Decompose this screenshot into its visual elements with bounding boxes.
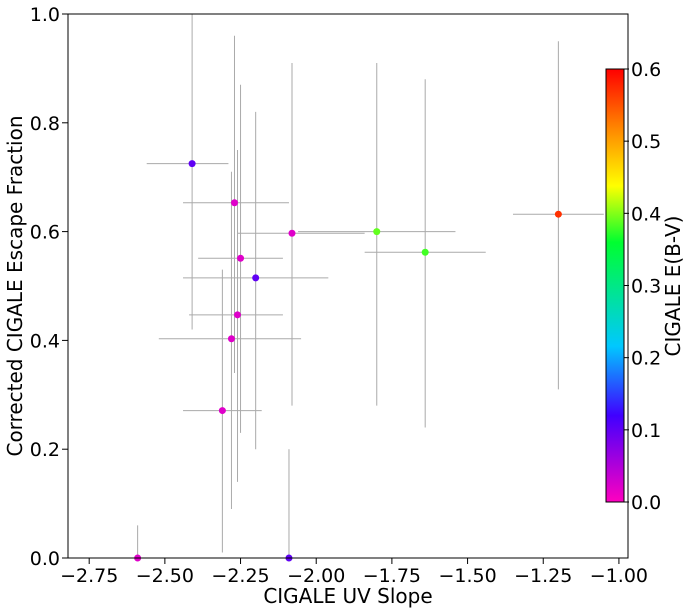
colorbar-tick-label: 0.1 — [631, 420, 661, 442]
data-point — [188, 160, 196, 168]
data-point — [252, 274, 260, 282]
y-axis-ticks: 0.0 0.2 0.4 0.6 0.8 1.0 — [30, 4, 68, 570]
colorbar-tick-label: 0.5 — [631, 131, 661, 153]
y-tick-label: 0.4 — [30, 330, 60, 352]
y-tick-label: 1.0 — [30, 4, 60, 26]
plot-frame — [67, 13, 629, 559]
data-point — [554, 210, 562, 218]
colorbar-gradient — [605, 68, 625, 503]
data-point — [237, 254, 245, 262]
y-tick-label: 0.8 — [30, 113, 60, 135]
data-point — [288, 229, 296, 237]
colorbar-tick-label: 0.3 — [631, 276, 661, 298]
data-point — [373, 228, 381, 236]
data-point — [218, 407, 226, 415]
colorbar-tick-label: 0.4 — [631, 203, 661, 225]
y-tick-label: 0.0 — [30, 548, 60, 570]
y-tick-label: 0.2 — [30, 439, 60, 461]
x-tick-label: −2.75 — [60, 565, 118, 587]
colorbar-tick-label: 0.6 — [631, 59, 661, 81]
x-tick-label: −2.25 — [211, 565, 269, 587]
x-tick-label: −2.50 — [136, 565, 194, 587]
data-point — [230, 199, 238, 207]
x-axis-label: CIGALE UV Slope — [263, 584, 432, 608]
x-axis-ticks: −2.75 −2.50 −2.25 −2.00 −1.75 −1.50 −1.25 −1.00 — [60, 558, 648, 587]
colorbar-tick-label: 0.2 — [631, 348, 661, 370]
y-axis-label: Corrected CIGALE Escape Fraction — [3, 115, 27, 456]
x-tick-label: −1.00 — [590, 565, 648, 587]
data-points — [134, 160, 562, 562]
data-point — [234, 311, 242, 319]
colorbar-ticks: 0.0 0.1 0.2 0.3 0.4 0.5 0.6 — [624, 59, 661, 514]
colorbar-tick-label: 0.0 — [631, 492, 661, 514]
x-tick-label: −1.50 — [438, 565, 496, 587]
colorbar: 0.0 0.1 0.2 0.3 0.4 0.5 0.6 CIGALE E(B-V) — [605, 59, 685, 514]
x-tick-label: −1.75 — [363, 565, 421, 587]
x-tick-label: −1.25 — [514, 565, 572, 587]
y-tick-label: 0.6 — [30, 222, 60, 244]
error-bars — [137, 14, 604, 558]
data-point — [421, 248, 429, 256]
data-point — [227, 335, 235, 343]
colorbar-label: CIGALE E(B-V) — [661, 216, 685, 357]
x-tick-label: −2.00 — [287, 565, 345, 587]
